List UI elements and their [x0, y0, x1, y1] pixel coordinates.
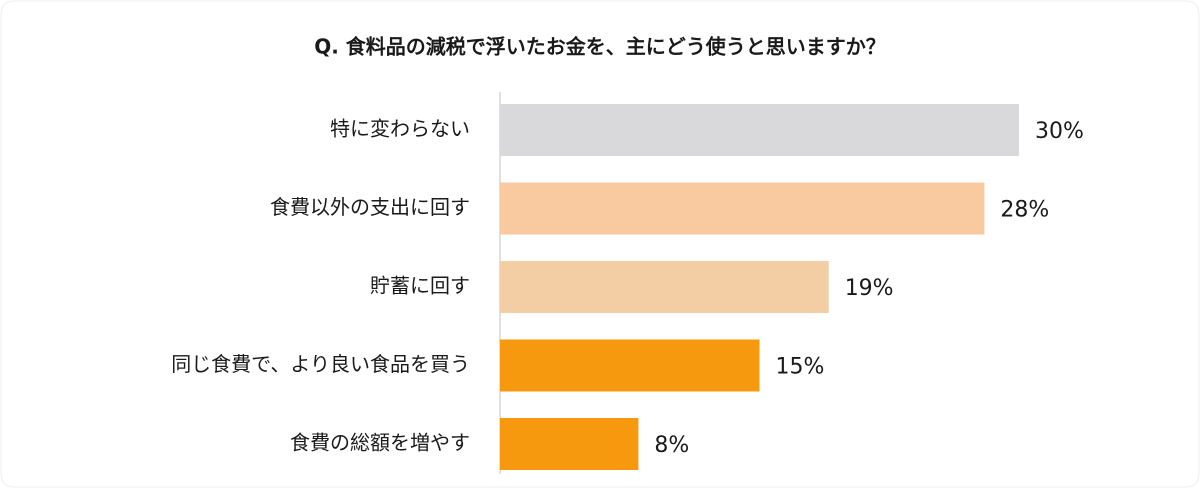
bar	[500, 261, 829, 313]
bar	[500, 104, 1019, 156]
bar	[500, 182, 985, 235]
category-label: 貯蓄に回す	[370, 274, 470, 298]
value-label: 8%	[654, 433, 689, 458]
value-label: 19%	[845, 276, 894, 301]
chart-title: Q. 食料品の減税で浮いたお金を、主にどう使うと思いますか？	[314, 35, 886, 59]
category-label: 食費以外の支出に回す	[270, 195, 470, 219]
category-label: 食費の総額を増やす	[290, 431, 470, 455]
value-label: 28%	[1000, 198, 1049, 223]
category-label: 特に変わらない	[330, 117, 470, 141]
value-label: 30%	[1035, 119, 1084, 144]
bar	[500, 339, 760, 392]
category-label: 同じ食費で、より良い食品を買う	[171, 352, 470, 376]
value-label: 15%	[776, 355, 825, 380]
bar	[500, 418, 639, 470]
